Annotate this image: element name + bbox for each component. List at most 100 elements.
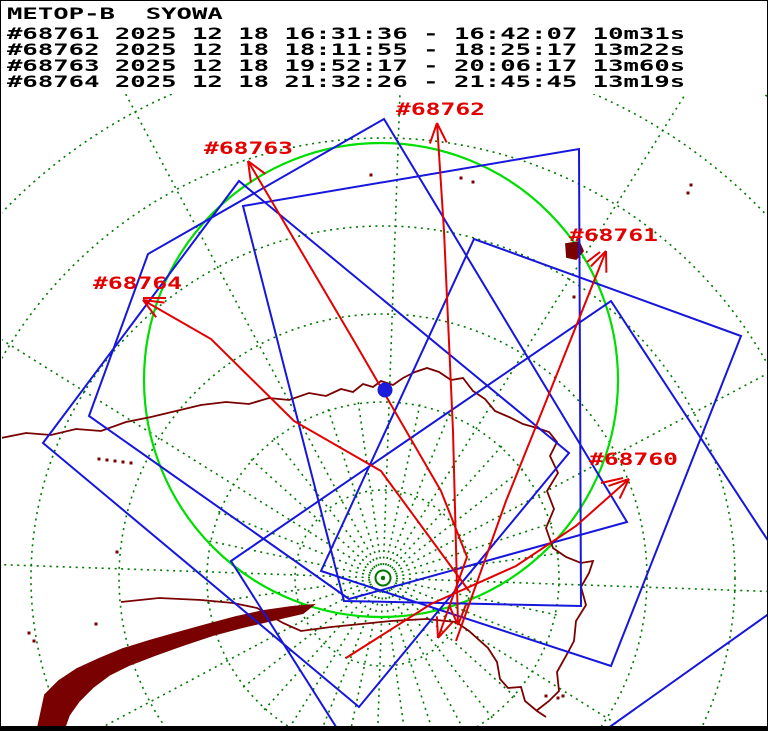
coastline-segment: [2, 367, 595, 712]
meridian-line: [382, 577, 767, 593]
track-line: [455, 250, 607, 642]
meridian-line: [382, 94, 687, 579]
meridian-line-minor: [382, 577, 433, 728]
pass-label-68764: #68764: [93, 273, 182, 293]
track-group-68764: [142, 297, 470, 592]
pass-label-68762: #68762: [396, 99, 485, 119]
track-arrowhead: [448, 604, 459, 626]
meridian-line-minor: [382, 410, 452, 579]
meridian-line: [2, 338, 384, 579]
track-arrowhead: [436, 122, 448, 143]
meridian-line-minor: [382, 521, 555, 579]
pass-row: #68762 2025 12 18 18:11:55 - 18:25:17 13…: [7, 40, 686, 59]
meridian-line-minor: [382, 443, 505, 579]
meridian-line-minor: [326, 406, 384, 579]
track-line: [247, 160, 469, 639]
island-dot: [129, 461, 133, 465]
island-dot: [105, 458, 109, 462]
meridian-line-minor: [350, 577, 384, 728]
meridian-line-minor: [240, 577, 384, 690]
island-dot: [544, 694, 548, 698]
track-arrowhead: [142, 299, 165, 304]
island-dot: [369, 173, 373, 177]
pass-label-68760: #68760: [589, 449, 678, 469]
meridian-line: [288, 577, 384, 728]
pass-label-68763: #68763: [204, 138, 293, 158]
island-dot: [32, 639, 36, 643]
latitude-circle: [118, 313, 648, 728]
meridian-line: [382, 577, 625, 728]
latitude-circle: [294, 489, 472, 667]
track-line: [345, 478, 630, 659]
meridian-line-minor: [382, 466, 526, 579]
meridian-line: [2, 563, 384, 579]
track-arrowhead: [435, 616, 439, 639]
island-dot: [113, 459, 117, 463]
island-dot: [689, 183, 693, 187]
meridian-line-minor: [261, 577, 384, 713]
coastline: [2, 173, 693, 728]
meridian-line-minor: [271, 435, 384, 579]
meridian-line-minor: [215, 509, 384, 579]
track-group-68760: [345, 477, 630, 659]
latitude-circle: [206, 401, 560, 728]
island-dot: [572, 295, 576, 299]
meridian-line-minor: [204, 577, 384, 604]
island-dot: [459, 176, 463, 180]
meridian-line-minor: [382, 577, 495, 721]
track-arrowhead: [428, 122, 438, 144]
swath-outline-68761: [319, 237, 743, 668]
pass-row: #68761 2025 12 18 16:31:36 - 16:42:07 10…: [7, 24, 686, 43]
swath-outline-68763: [87, 117, 629, 601]
latitude-circle: [30, 225, 736, 728]
coastline-segment: [120, 597, 547, 718]
meridian-line-minor: [357, 399, 384, 579]
swath-outline-68760: [229, 299, 767, 728]
island-dot: [121, 460, 125, 464]
track-pointer-tick: [586, 251, 601, 263]
meridian-line: [124, 94, 384, 579]
station-range-circle: [142, 141, 620, 619]
pass-label-68761: #68761: [569, 225, 658, 245]
meridian-line-minor: [321, 577, 384, 728]
footer-bar: [1, 726, 767, 730]
meridian-line: [382, 372, 767, 579]
station-marker[interactable]: [377, 382, 393, 398]
track-pointer-tick: [600, 477, 624, 484]
island-dot: [27, 631, 31, 635]
meridian-line-minor: [382, 577, 560, 617]
island-dot: [115, 550, 119, 554]
track-arrowhead: [247, 160, 252, 183]
island-dot: [561, 694, 565, 698]
pass-row: #68763 2025 12 18 19:52:17 - 20:06:17 13…: [7, 56, 686, 75]
landmass: [36, 603, 316, 728]
meridian-line-minor: [382, 577, 551, 647]
header-title: METOP-B SYOWA: [7, 4, 223, 23]
meridian-line-minor: [382, 401, 422, 579]
track-arrowhead: [142, 299, 157, 318]
track-group-68761: [455, 250, 608, 642]
meridian-line: [382, 94, 401, 579]
track-arrowhead: [247, 160, 266, 175]
track-line: [436, 122, 459, 626]
swath-outline-68764: [41, 179, 571, 709]
swath-outline-68762: [241, 147, 583, 608]
island-dot: [471, 180, 475, 184]
track-line: [142, 299, 470, 592]
track-arrowhead: [437, 621, 454, 639]
track-arrowhead: [618, 478, 630, 499]
island-dot: [97, 457, 101, 461]
track-arrowhead: [590, 250, 607, 268]
meridian-line-minor: [206, 539, 384, 579]
track-group-68763: [247, 160, 469, 639]
island-dot: [94, 622, 98, 626]
meridian-line: [382, 577, 464, 728]
meridian-line: [99, 577, 384, 728]
track-arrowhead: [608, 478, 630, 487]
track-arrowhead: [457, 604, 467, 626]
island-dot: [556, 696, 560, 700]
